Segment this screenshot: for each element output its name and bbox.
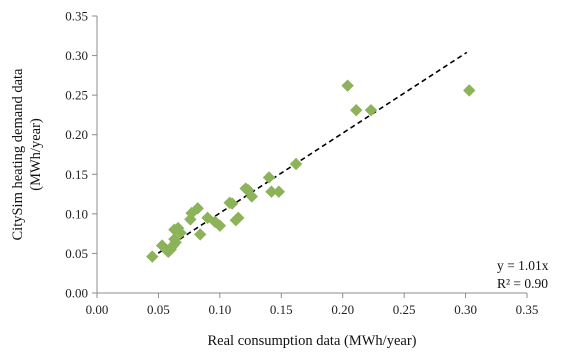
x-ticks: 0.00 0.05 0.10 0.15 0.20 0.25 0.30 0.35 xyxy=(86,293,539,317)
data-point xyxy=(146,250,159,263)
data-point xyxy=(232,211,245,225)
data-point xyxy=(463,84,476,97)
data-point xyxy=(245,190,258,203)
x-tick-label: 0.05 xyxy=(147,302,170,317)
data-point xyxy=(213,219,227,232)
x-tick-label: 0.25 xyxy=(393,302,416,317)
regression-r-squared: R² = 0.90 xyxy=(497,276,548,291)
data-point xyxy=(289,157,303,171)
y-tick-label: 0.30 xyxy=(65,48,88,63)
regression-annotation: y = 1.01x R² = 0.90 xyxy=(497,258,549,291)
data-point xyxy=(262,171,276,184)
x-axis-title: Real consumption data (MWh/year) xyxy=(208,333,417,349)
x-tick-label: 0.10 xyxy=(208,302,231,317)
data-point xyxy=(265,185,278,198)
data-point xyxy=(364,103,378,117)
data-point xyxy=(350,103,363,117)
y-tick-label: 0.00 xyxy=(65,286,88,301)
y-ticks: 0.00 0.05 0.10 0.15 0.20 0.25 0.30 0.35 xyxy=(65,9,97,301)
data-points xyxy=(146,79,476,263)
x-tick-label: 0.15 xyxy=(270,302,293,317)
data-point xyxy=(191,202,204,215)
y-axis-title-line-1: CitySim heating demand data xyxy=(10,68,26,241)
data-point xyxy=(241,183,255,197)
data-point xyxy=(272,185,286,198)
x-tick-label: 0.00 xyxy=(86,302,109,317)
y-tick-label: 0.35 xyxy=(65,9,88,24)
data-point xyxy=(225,197,239,210)
y-tick-label: 0.20 xyxy=(65,127,88,142)
y-tick-label: 0.25 xyxy=(65,88,88,103)
axes xyxy=(96,16,527,294)
data-point xyxy=(169,236,182,249)
data-point xyxy=(194,228,207,241)
x-tick-label: 0.35 xyxy=(516,302,539,317)
x-tick-label: 0.30 xyxy=(454,302,477,317)
y-tick-label: 0.10 xyxy=(65,206,88,221)
data-point xyxy=(174,226,187,240)
y-axis-title: CitySim heating demand data (MWh/year) xyxy=(10,68,44,241)
data-point xyxy=(155,239,169,252)
y-tick-label: 0.15 xyxy=(65,167,88,182)
y-axis-title-line-2: (MWh/year) xyxy=(28,118,44,191)
regression-equation: y = 1.01x xyxy=(497,258,549,273)
x-tick-label: 0.20 xyxy=(331,302,354,317)
data-point xyxy=(341,79,354,92)
y-tick-label: 0.05 xyxy=(65,246,88,261)
trendline xyxy=(150,51,468,259)
